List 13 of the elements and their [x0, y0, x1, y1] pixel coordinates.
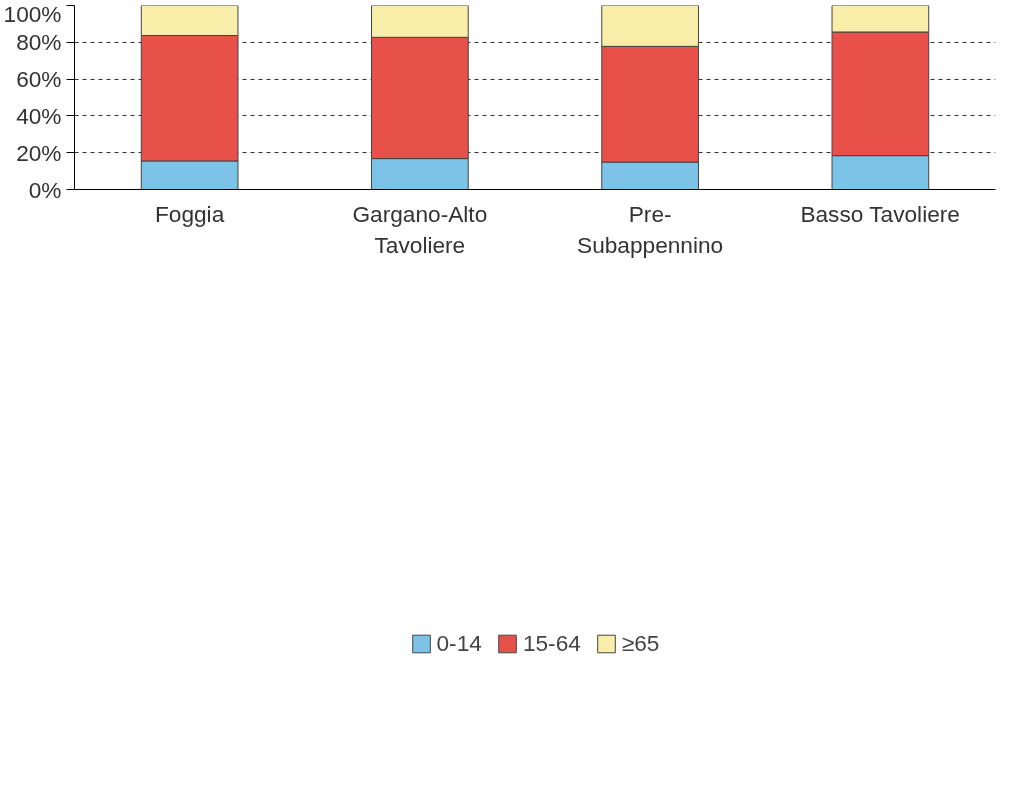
y-tick-label: 60%	[16, 66, 62, 93]
y-tick-label: 20%	[16, 139, 62, 166]
y-tick-label: 80%	[16, 29, 62, 56]
legend-label: ≥65	[621, 629, 660, 657]
y-tick-label: 100%	[3, 0, 62, 27]
legend-label: 15-64	[522, 629, 581, 657]
x-tick-label: Pre- Subappennino	[577, 200, 724, 258]
x-tick-label: Gargano-Alto Tavoliere	[352, 200, 488, 258]
y-tick-label: 0%	[28, 176, 62, 203]
x-tick-label: Basso Tavoliere	[800, 200, 960, 227]
x-tick-label: Foggia	[154, 200, 225, 227]
legend-label: 0-14	[436, 629, 482, 657]
y-tick-label: 40%	[16, 102, 62, 129]
